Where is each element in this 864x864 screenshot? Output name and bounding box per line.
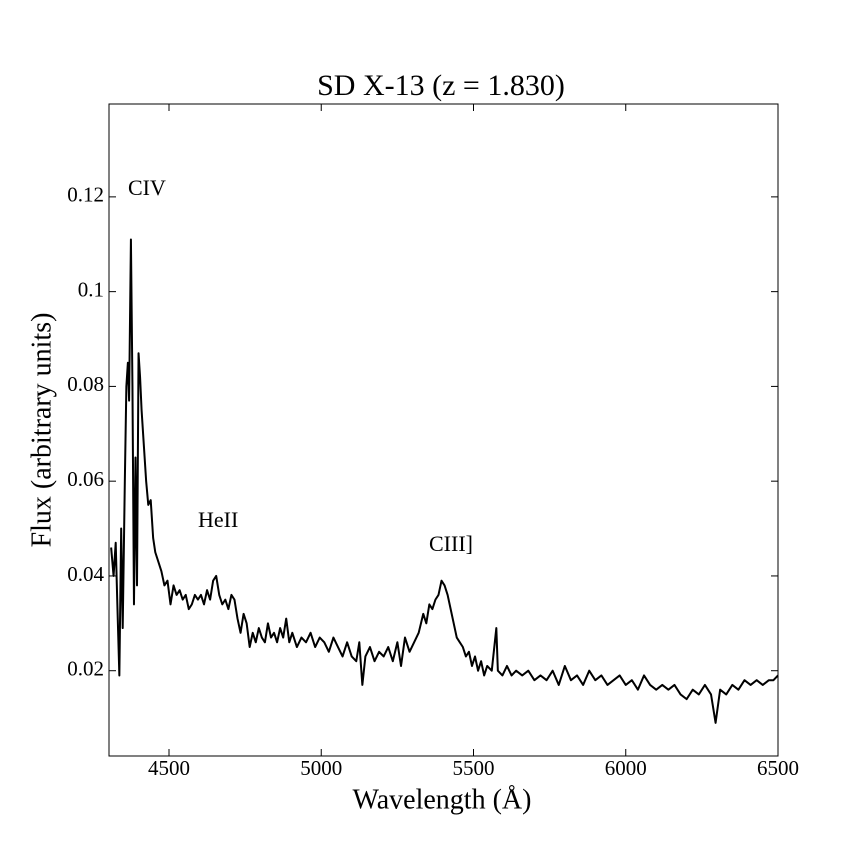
y-tick-label: 0.08 [67,372,104,396]
x-tick-label: 6000 [605,756,647,780]
y-tick-label: 0.12 [67,183,104,207]
plot-frame [108,103,779,757]
x-axis-label: Wavelength (Å) [353,784,532,815]
x-tick-label: 5500 [452,756,494,780]
spectrum-line [110,238,779,724]
annotation: HeII [198,507,238,532]
x-tick-label: 4500 [148,756,190,780]
annotation: CIV [128,175,166,200]
y-tick-label: 0.02 [67,657,104,681]
y-tick-label: 0.1 [78,277,104,301]
chart-title: SD X-13 (z = 1.830) [317,69,565,102]
x-tick-label: 5000 [300,756,342,780]
x-tick-label: 6500 [757,756,799,780]
y-tick-label: 0.04 [67,562,104,586]
y-axis-label: Flux (arbitrary units) [26,313,57,548]
y-tick-label: 0.06 [67,467,104,491]
annotation: CIII] [429,531,473,556]
